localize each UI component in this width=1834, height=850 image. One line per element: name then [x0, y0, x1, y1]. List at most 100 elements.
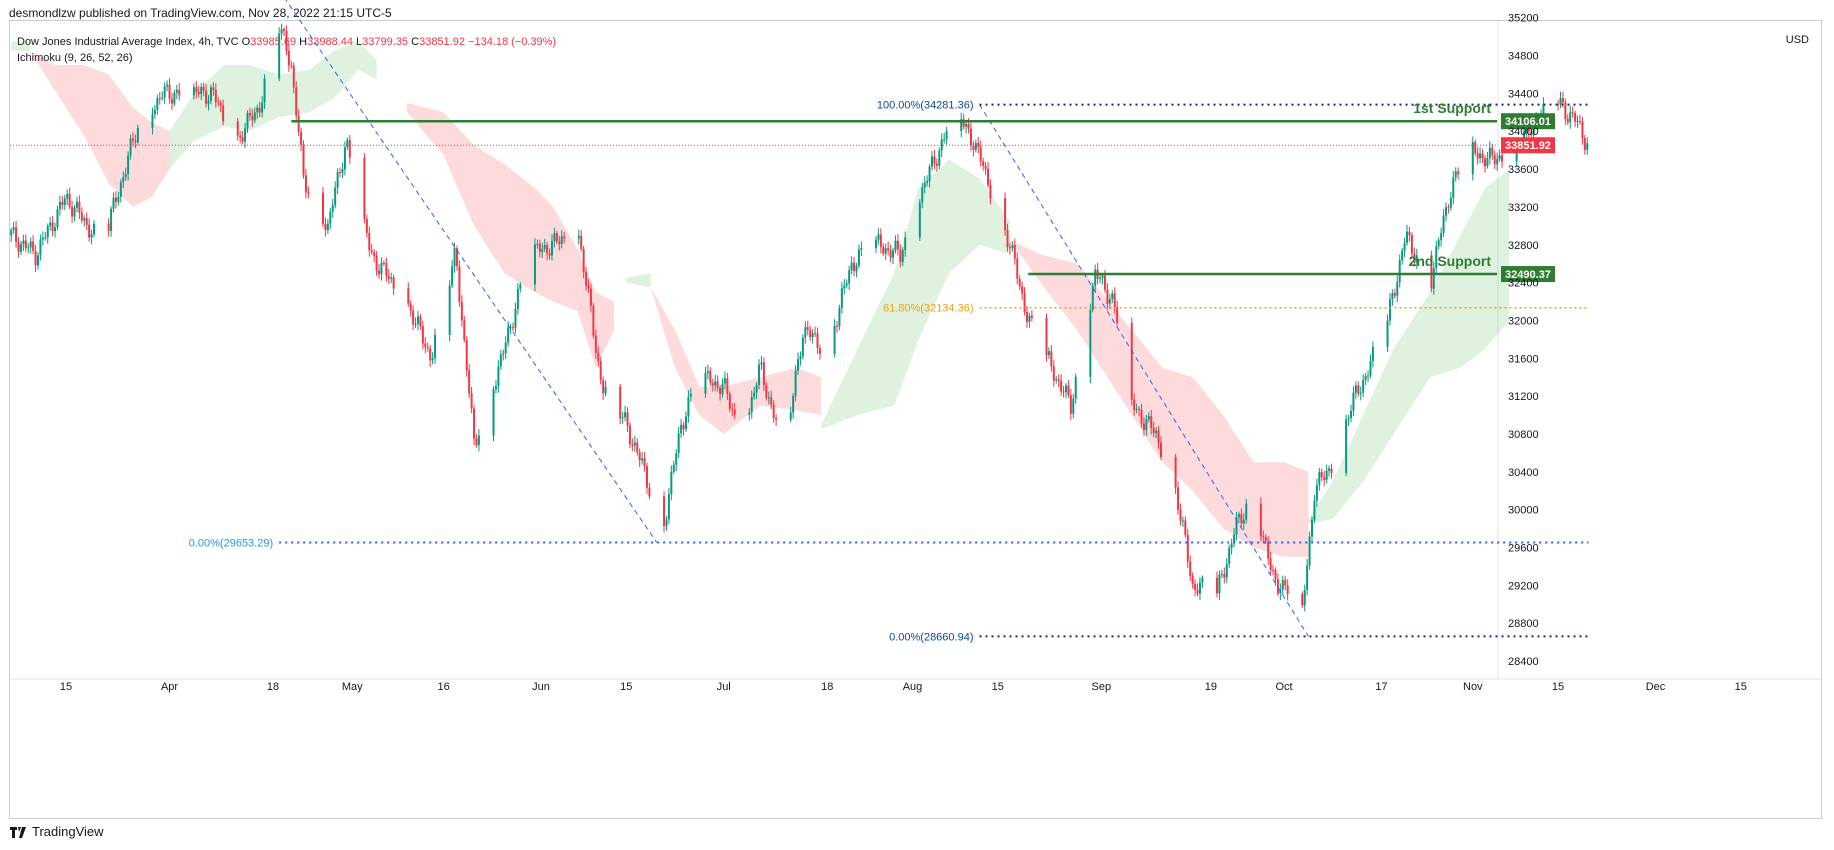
x-tick-label: 19: [1205, 681, 1217, 693]
candle-up: [29, 241, 32, 248]
candle-up: [1237, 514, 1240, 518]
ichimoku-cloud-bearish: [650, 287, 822, 434]
x-tick-label: Jul: [717, 681, 731, 693]
candle-up: [1498, 155, 1501, 160]
candle-down: [1286, 585, 1289, 594]
ichimoku-cloud-bullish: [821, 159, 1010, 430]
candle-up: [758, 364, 761, 385]
candle-down: [982, 161, 985, 167]
candle-down: [248, 112, 251, 116]
ichimoku-cloud-bullish: [626, 273, 651, 288]
y-tick-label: 32800: [1508, 240, 1539, 252]
candle-up: [1230, 543, 1233, 548]
candle-up: [1245, 503, 1248, 520]
candle-down: [214, 90, 217, 102]
candle-up: [921, 187, 924, 203]
candle-up: [1242, 519, 1245, 524]
candle-up: [151, 114, 154, 129]
candle-up: [1028, 315, 1031, 322]
candle-down: [1008, 247, 1011, 249]
candle-up: [256, 107, 259, 113]
candle-up: [453, 248, 456, 267]
candle-up: [1403, 242, 1406, 251]
candle-up: [1432, 268, 1435, 289]
candle-up: [1586, 143, 1589, 150]
y-tick-label: 29200: [1508, 580, 1539, 592]
candle-down: [15, 227, 18, 242]
footer-brand[interactable]: TradingView: [10, 824, 104, 839]
candle-up: [261, 102, 264, 113]
candle-up: [577, 235, 580, 239]
candle-down: [1067, 385, 1070, 396]
candle-down: [300, 131, 303, 145]
candle-up: [1303, 590, 1306, 606]
candle-up: [533, 244, 536, 285]
candle-up: [1515, 147, 1518, 162]
candle-down: [1284, 579, 1287, 586]
candle-down: [1106, 289, 1109, 304]
candle-up: [811, 333, 814, 338]
candle-down: [468, 370, 471, 394]
indicator-row[interactable]: Ichimoku (9, 26, 52, 26): [17, 52, 133, 64]
candle-up: [509, 327, 512, 329]
candle-down: [168, 84, 171, 99]
candle-up: [677, 433, 680, 454]
candle-up: [63, 198, 66, 206]
candle-down: [392, 277, 395, 289]
candle-down: [887, 248, 890, 251]
candle-down: [107, 223, 110, 231]
candle-down: [365, 218, 368, 233]
candle-down: [558, 241, 561, 244]
candle-up: [1437, 240, 1440, 247]
candle-down: [292, 65, 295, 88]
ichimoku-cloud-bullish: [169, 41, 377, 170]
1st-support-price-tag: [1501, 113, 1555, 130]
x-tick-label: 15: [1735, 681, 1747, 693]
candle-up: [1386, 320, 1389, 347]
candle-down: [1571, 112, 1574, 114]
candle-down: [619, 386, 622, 419]
candle-down: [473, 408, 476, 439]
candle-up: [1542, 103, 1545, 115]
candle-down: [580, 235, 583, 250]
candle-up: [848, 270, 851, 284]
candle-down: [809, 329, 812, 338]
candle-up: [1313, 500, 1316, 520]
candle-down: [1060, 380, 1063, 392]
ichimoku-cloud-bearish: [29, 50, 170, 207]
candle-up: [960, 119, 963, 131]
candle-down: [419, 316, 422, 327]
candle-up: [90, 234, 93, 238]
candle-up: [175, 89, 178, 93]
candle-down: [1457, 171, 1460, 175]
candle-down: [297, 115, 300, 132]
candle-down: [470, 393, 473, 409]
symbol-row[interactable]: Dow Jones Industrial Average Index, 4h, …: [17, 34, 556, 50]
candle-down: [1196, 589, 1199, 594]
candle-down: [643, 458, 646, 467]
candle-down: [733, 409, 736, 415]
candle-up: [380, 262, 383, 275]
candle-up: [334, 187, 337, 206]
x-tick-label: 15: [620, 681, 632, 693]
y-tick-label: 29600: [1508, 542, 1539, 554]
candle-up: [1101, 275, 1104, 278]
candle-down: [1006, 230, 1009, 248]
candle-up: [1091, 285, 1094, 310]
fib-label-100: 100.00%(34281.36): [877, 100, 974, 112]
candle-down: [762, 362, 765, 385]
candle-up: [1367, 375, 1370, 377]
candle-down: [587, 285, 590, 289]
fib-trend-line[interactable]: [279, 0, 658, 543]
candle-up: [1442, 215, 1445, 233]
candle-down: [1240, 514, 1243, 524]
candle-up: [66, 193, 69, 199]
candle-down: [131, 138, 134, 141]
candle-down: [1323, 477, 1326, 480]
candle-down: [1113, 293, 1116, 308]
candle-up: [112, 197, 115, 209]
candle-down: [217, 101, 220, 103]
x-tick-label: May: [342, 681, 363, 693]
candle-up: [723, 378, 726, 384]
